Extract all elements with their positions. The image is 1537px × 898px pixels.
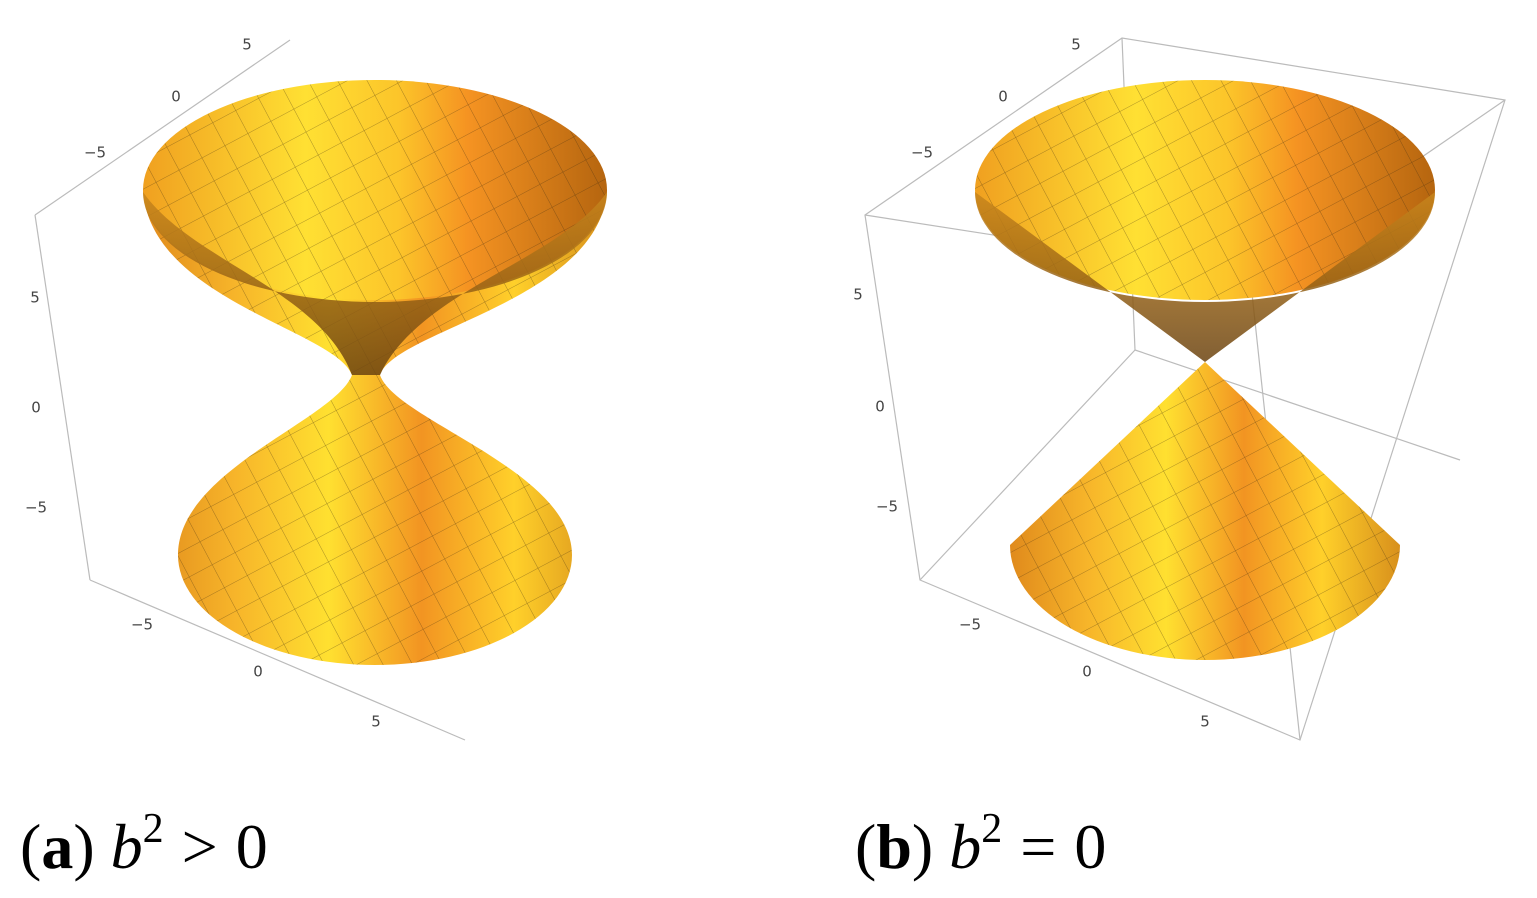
surface-mesh [1010, 362, 1400, 660]
surface-mesh [143, 190, 607, 665]
tick-label: 0 [171, 88, 181, 106]
surface-mesh [975, 80, 1435, 300]
tick-label: 0 [253, 663, 263, 681]
box-edge [1134, 349, 1461, 461]
axis-line [34, 39, 291, 216]
caption-label: b [876, 811, 912, 882]
tick-label: 5 [853, 286, 863, 304]
caption-close: ) [912, 811, 933, 882]
double-cone [975, 80, 1435, 660]
hyperboloid [143, 80, 607, 665]
tick-label: −5 [131, 616, 153, 634]
cone-underside [975, 192, 1435, 362]
box-outline [864, 37, 1506, 741]
tick-label: −5 [959, 616, 981, 634]
axis-line [89, 579, 466, 741]
caption-rhs: 0 [236, 811, 268, 882]
tick-label: 5 [242, 36, 252, 54]
tick-label: 5 [1200, 713, 1210, 731]
caption-label: a [41, 811, 73, 882]
throat [143, 192, 607, 375]
tick-label: −5 [876, 498, 898, 516]
caption-open: ( [20, 811, 41, 882]
tick-label: −5 [84, 144, 106, 162]
tick-label: −5 [911, 144, 933, 162]
labels: 5 0 −5 5 0 −5 −5 0 5 5 0 −5 5 0 −5 −5 0 5 [25, 36, 1210, 731]
caption-rhs: 0 [1074, 811, 1106, 882]
tick-label: 0 [31, 399, 41, 417]
caption-b: (b) b2 = 0 [855, 806, 1106, 882]
surface-mesh [143, 80, 607, 300]
box-edge [919, 349, 1136, 581]
caption-exponent: 2 [981, 806, 1002, 852]
caption-open: ( [855, 811, 876, 882]
caption-variable: b [949, 811, 981, 882]
caption-relation: > [182, 811, 218, 882]
caption-a: (a) b2 >0 [20, 806, 268, 882]
tick-label: 0 [875, 398, 885, 416]
tick-label: −5 [25, 499, 47, 517]
tick-label: 5 [1071, 36, 1081, 54]
caption-relation: = [1020, 811, 1056, 882]
panel-a-axes [34, 39, 466, 741]
caption-close: ) [73, 811, 94, 882]
tick-label: 5 [30, 289, 40, 307]
axis-line [34, 214, 91, 581]
caption-exponent: 2 [143, 806, 164, 852]
tick-label: 0 [998, 88, 1008, 106]
tick-label: 5 [371, 713, 381, 731]
tick-label: 0 [1082, 663, 1092, 681]
caption-variable: b [111, 811, 143, 882]
